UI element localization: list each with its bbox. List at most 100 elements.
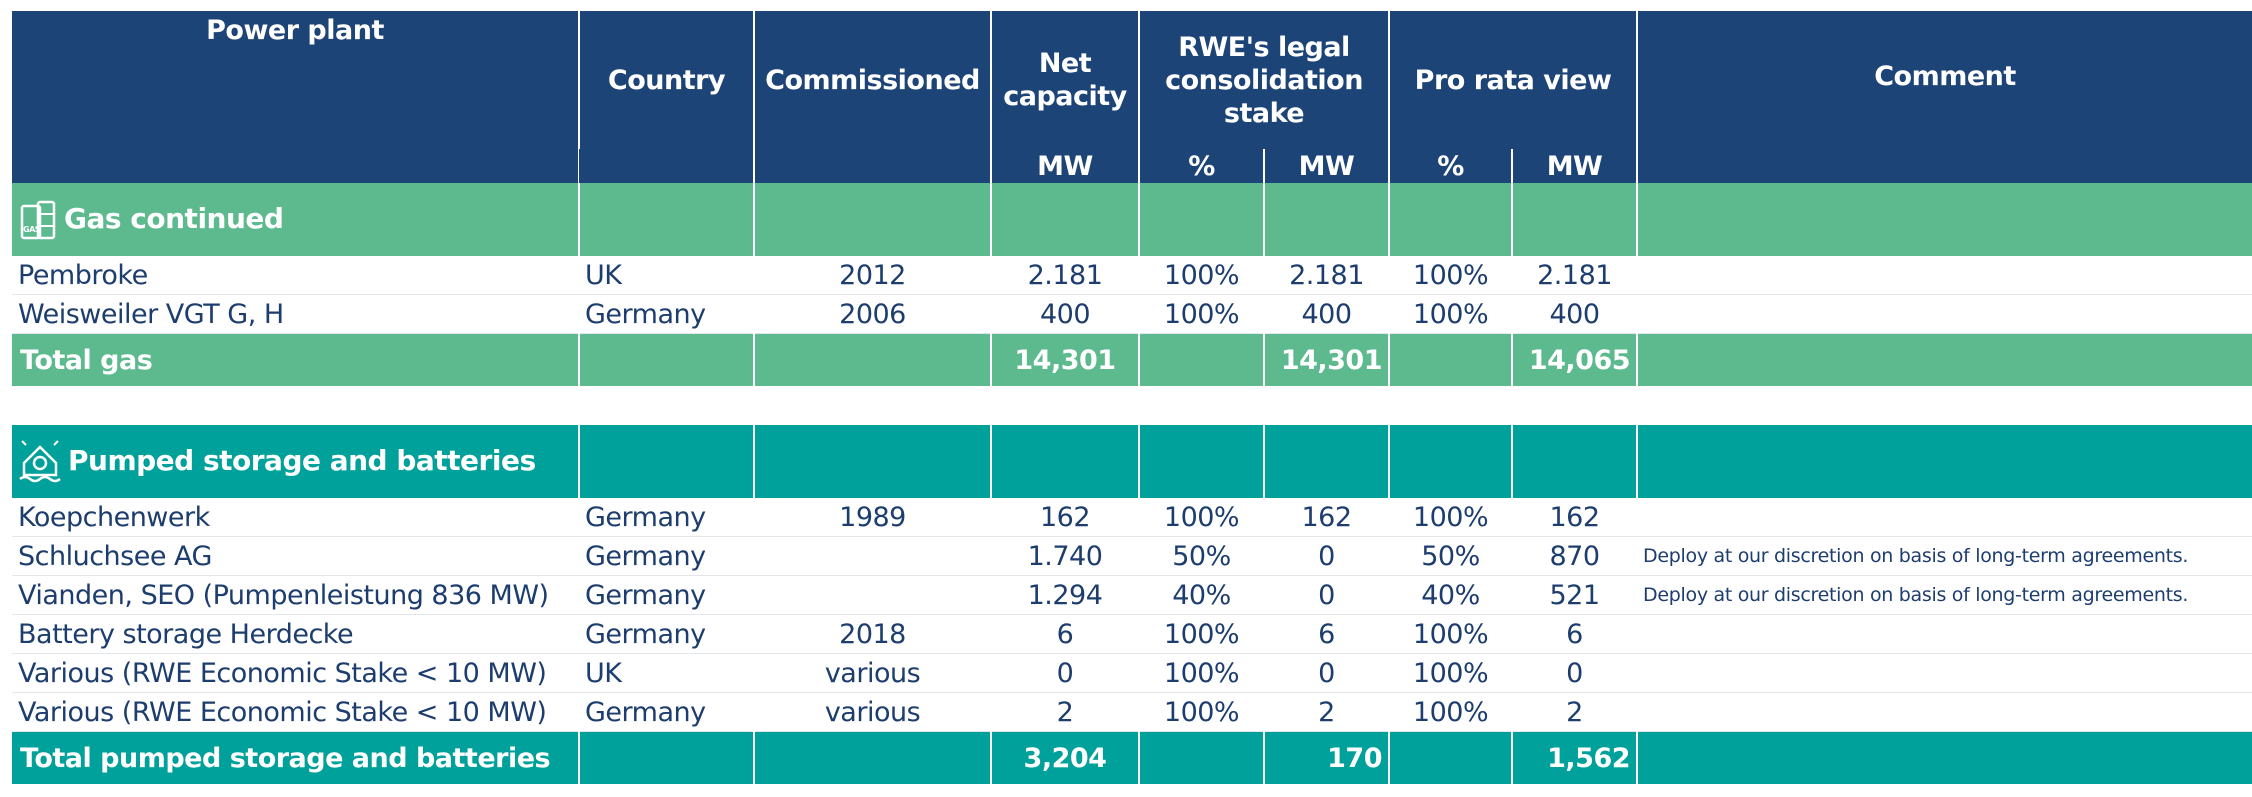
cell-pro_pct: 100% bbox=[1389, 692, 1513, 732]
cell-net: 400 bbox=[991, 294, 1139, 334]
section-cell bbox=[1138, 183, 1264, 256]
total-cell bbox=[1388, 333, 1513, 386]
cell-country: Germany bbox=[579, 692, 754, 732]
cell-country: Germany bbox=[579, 498, 754, 537]
cell-pro_pct: 100% bbox=[1389, 653, 1513, 693]
header-cell: Pro rata view bbox=[1388, 11, 1638, 149]
cell-legal_mw: 400 bbox=[1264, 294, 1390, 334]
header-cell: Comment bbox=[1636, 11, 2252, 183]
data-row: Pembroke UK 2012 2.181 100% 2.181 100% 2.181 bbox=[12, 256, 2252, 295]
cell-comment bbox=[1637, 614, 2252, 654]
cell-pro_mw: 162 bbox=[1512, 498, 1638, 537]
cell-commissioned: various bbox=[754, 692, 991, 732]
cell-plant: Vianden, SEO (Pumpenleistung 836 MW) bbox=[12, 575, 579, 615]
total-row: Total gas 14,301 14,301 14,065 bbox=[12, 333, 2252, 386]
cell-comment bbox=[1637, 294, 2252, 334]
cell-pro_mw: 0 bbox=[1512, 653, 1638, 693]
cell-net: 162 bbox=[991, 498, 1139, 537]
header-cell: Net capacity bbox=[990, 11, 1139, 149]
cell-pro_mw: 6 bbox=[1512, 614, 1638, 654]
cell-comment bbox=[1637, 498, 2252, 537]
cell-legal_pct: 100% bbox=[1139, 653, 1264, 693]
section-cell bbox=[990, 183, 1139, 256]
cell-pro_mw: 2.181 bbox=[1512, 256, 1638, 295]
section-cell bbox=[1636, 425, 2252, 498]
cell-legal_pct: 100% bbox=[1139, 256, 1264, 295]
cell-pro_mw: 870 bbox=[1512, 536, 1638, 576]
data-row: Koepchenwerk Germany 1989 162 100% 162 100% 162 bbox=[12, 498, 2252, 537]
cell-plant: Various (RWE Economic Stake < 10 MW) bbox=[12, 653, 579, 693]
cell-plant: Weisweiler VGT G, H bbox=[12, 294, 579, 334]
header-cell bbox=[579, 149, 754, 183]
total-cell bbox=[753, 333, 991, 386]
cell-country: Germany bbox=[579, 294, 754, 334]
total-cell bbox=[1636, 731, 2252, 784]
total-cell bbox=[1636, 333, 2252, 386]
section-cell bbox=[1262, 425, 1390, 498]
cell-plant: Schluchsee AG bbox=[12, 536, 579, 576]
section-cell bbox=[578, 183, 754, 256]
cell-legal_pct: 100% bbox=[1139, 692, 1264, 732]
total-pro_mw: 1,562 bbox=[1511, 731, 1638, 784]
total-net: 3,204 bbox=[990, 731, 1139, 784]
cell-legal_pct: 100% bbox=[1139, 498, 1264, 537]
data-row: Various (RWE Economic Stake < 10 MW) UK va… bbox=[12, 653, 2252, 693]
cell-legal_mw: 2 bbox=[1264, 692, 1390, 732]
cell-commissioned: 2006 bbox=[754, 294, 991, 334]
cell-comment: Deploy at our discretion on basis of lon… bbox=[1637, 536, 2252, 576]
spacer-row bbox=[12, 386, 2252, 425]
total-net: 14,301 bbox=[990, 333, 1139, 386]
cell-pro_pct: 50% bbox=[1389, 536, 1513, 576]
cell-net: 0 bbox=[991, 653, 1139, 693]
cell-pro_mw: 400 bbox=[1512, 294, 1638, 334]
cell-country: Germany bbox=[579, 536, 754, 576]
cell-country: Germany bbox=[579, 614, 754, 654]
total-legal_mw: 14,301 bbox=[1262, 333, 1390, 386]
cell-plant: Koepchenwerk bbox=[12, 498, 579, 537]
header-cell: Country bbox=[578, 11, 754, 149]
cell-commissioned: 2018 bbox=[754, 614, 991, 654]
total-legal_mw: 170 bbox=[1262, 731, 1390, 784]
total-label: Total pumped storage and batteries bbox=[12, 731, 579, 784]
cell-legal_pct: 40% bbox=[1139, 575, 1264, 615]
svg-text:GAS: GAS bbox=[23, 225, 41, 234]
cell-commissioned bbox=[754, 536, 991, 576]
total-cell bbox=[1138, 333, 1264, 386]
section-row: Pumped storage and batteries bbox=[12, 425, 2252, 498]
cell-pro_pct: 100% bbox=[1389, 256, 1513, 295]
header-cell: RWE's legal consolidation stake bbox=[1137, 11, 1390, 149]
cell-pro_pct: 100% bbox=[1389, 498, 1513, 537]
data-row: Various (RWE Economic Stake < 10 MW) Germ… bbox=[12, 692, 2252, 732]
section-cell bbox=[1138, 425, 1264, 498]
data-row: Weisweiler VGT G, H Germany 2006 400 100% 400… bbox=[12, 294, 2252, 334]
cell-legal_mw: 162 bbox=[1264, 498, 1390, 537]
cell-net: 1.740 bbox=[991, 536, 1139, 576]
unit-label: % bbox=[1388, 149, 1513, 183]
section-cell bbox=[1511, 425, 1638, 498]
cell-comment: Deploy at our discretion on basis of lon… bbox=[1637, 575, 2252, 615]
cell-legal_pct: 100% bbox=[1139, 614, 1264, 654]
data-row: Battery storage Herdecke Germany 2018 6 100%… bbox=[12, 614, 2252, 654]
unit-label: MW bbox=[1511, 149, 1638, 183]
cell-net: 6 bbox=[991, 614, 1139, 654]
data-row: Vianden, SEO (Pumpenleistung 836 MW) Germ… bbox=[12, 575, 2252, 615]
section-cell bbox=[1262, 183, 1390, 256]
cell-country: Germany bbox=[579, 575, 754, 615]
cell-comment bbox=[1637, 256, 2252, 295]
cell-net: 2.181 bbox=[991, 256, 1139, 295]
cell-legal_pct: 50% bbox=[1139, 536, 1264, 576]
header-cell bbox=[753, 149, 991, 183]
section-title: GAS Gas continued bbox=[12, 183, 579, 256]
section-cell bbox=[753, 183, 991, 256]
cell-pro_mw: 2 bbox=[1512, 692, 1638, 732]
spacer bbox=[12, 386, 2252, 425]
cell-plant: Battery storage Herdecke bbox=[12, 614, 579, 654]
cell-legal_mw: 0 bbox=[1264, 575, 1390, 615]
cell-plant: Various (RWE Economic Stake < 10 MW) bbox=[12, 692, 579, 732]
cell-legal_mw: 0 bbox=[1264, 536, 1390, 576]
section-cell bbox=[1511, 183, 1638, 256]
unit-label: MW bbox=[990, 149, 1139, 183]
cell-legal_mw: 2.181 bbox=[1264, 256, 1390, 295]
total-cell bbox=[578, 731, 754, 784]
